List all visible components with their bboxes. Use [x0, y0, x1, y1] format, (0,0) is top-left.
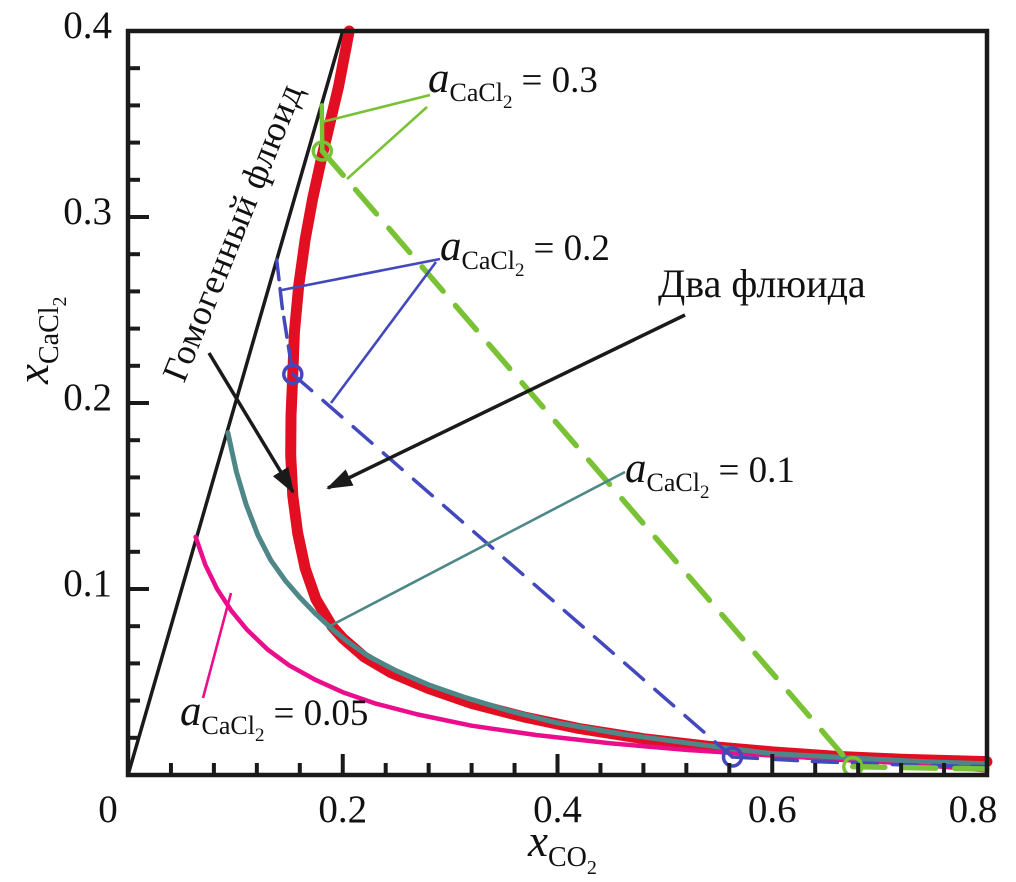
- curve-activity-contour-0.3-lower: [850, 763, 990, 772]
- arrow-two-fluids: [326, 313, 686, 490]
- leader-a0.2-to-tie-line: [329, 261, 438, 404]
- label-a0.2: aCaCl2= 0.2: [440, 223, 610, 281]
- y-tick-label-0.1: 0.1: [63, 562, 112, 605]
- curve-activity-contour-0.3-upper: [319, 103, 325, 154]
- label-homogeneous-fluid: Гомогенный флюид: [154, 77, 310, 387]
- leader-a0.1-to-contour: [329, 470, 626, 628]
- x-tick-label-0.8: 0.8: [949, 788, 998, 831]
- leader-a0.05-to-contour: [201, 592, 233, 699]
- two-fluid-point-a0.2-left: [282, 363, 304, 385]
- x-tick-label-0.6: 0.6: [748, 788, 797, 831]
- tick-labels-layer: 0 0.2 0.4 0.6 0.8 0.1 0.2 0.3 0.4: [63, 4, 997, 831]
- arrow-homogeneous-fluid: [207, 352, 295, 494]
- label-a0.05: aCaCl2= 0.05: [180, 688, 368, 746]
- curves-layer: [126, 25, 993, 778]
- ticks-layer: [128, 29, 947, 775]
- x-tick-label-0: 0: [98, 788, 118, 831]
- two-fluid-point-a0.3-left: [311, 140, 334, 162]
- x-axis-title: xCO2: [527, 816, 597, 879]
- y-axis-title: xCaCl2: [8, 296, 71, 385]
- y-tick-label-0.3: 0.3: [63, 190, 112, 233]
- label-a0.3: aCaCl2= 0.3: [428, 55, 598, 113]
- curve-solvus-two-fluid-boundary: [285, 25, 993, 768]
- y-tick-label-0.4: 0.4: [63, 4, 112, 47]
- curve-activity-contour-0.05: [193, 534, 990, 773]
- curve-activity-contour-0.2-upper: [274, 258, 295, 376]
- curve-saturation-boundary: [126, 29, 345, 777]
- y-tick-label-0.2: 0.2: [63, 376, 112, 419]
- label-a0.1: aCaCl2= 0.1: [625, 445, 795, 503]
- leader-a0.2-to-contour: [281, 257, 441, 292]
- label-two-fluids: Два флюида: [658, 261, 866, 306]
- curve-activity-contour-0.3-tie-line: [319, 148, 856, 770]
- two-fluid-point-a0.2-right: [721, 746, 744, 768]
- x-tick-label-0.4: 0.4: [533, 788, 582, 831]
- leader-a0.3-to-contour: [321, 93, 431, 124]
- x-tick-label-0.2: 0.2: [318, 788, 367, 831]
- leader-a0.3-to-tie-line: [346, 106, 428, 180]
- curve-activity-contour-0.2-tie-line: [291, 372, 735, 759]
